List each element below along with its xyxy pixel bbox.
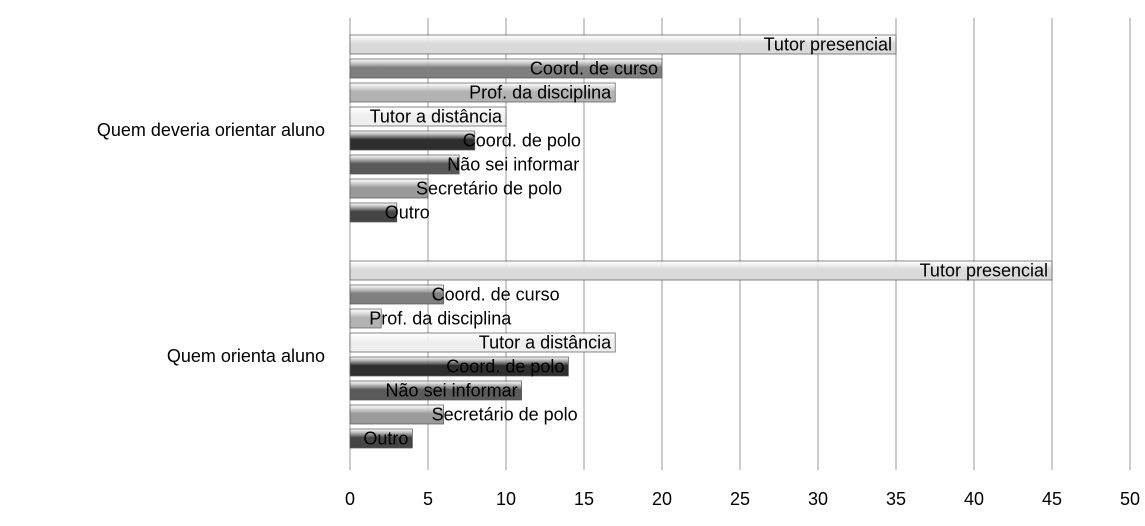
bar xyxy=(349,202,398,223)
bar xyxy=(349,178,429,199)
x-tick-label: 40 xyxy=(964,489,984,509)
x-tick-label: 0 xyxy=(345,489,355,509)
data-label: Secretário de polo xyxy=(416,178,562,198)
x-tick-label: 10 xyxy=(496,489,516,509)
bar xyxy=(349,34,897,55)
bar xyxy=(349,404,444,425)
x-tick-label: 25 xyxy=(730,489,750,509)
data-label: Secretário de polo xyxy=(432,404,578,424)
data-label: Prof. da disciplina xyxy=(369,308,512,328)
x-tick-label: 30 xyxy=(808,489,828,509)
category-label: Quem deveria orientar aluno xyxy=(97,120,325,140)
category-label: Quem orienta aluno xyxy=(167,346,325,366)
data-label: Coord. de curso xyxy=(530,58,658,78)
bar xyxy=(349,130,476,151)
bar xyxy=(349,308,382,329)
data-label: Prof. da disciplina xyxy=(469,82,612,102)
data-label: Coord. de polo xyxy=(463,130,581,150)
bar xyxy=(349,428,413,449)
data-label: Tutor a distância xyxy=(370,106,503,126)
data-label: Coord. de polo xyxy=(446,356,564,376)
bar xyxy=(349,356,569,377)
data-label: Não sei informar xyxy=(447,154,579,174)
x-tick-label: 20 xyxy=(652,489,672,509)
bar xyxy=(349,260,1053,281)
data-label: Não sei informar xyxy=(386,380,518,400)
bar xyxy=(349,380,522,401)
x-tick-label: 35 xyxy=(886,489,906,509)
bar xyxy=(349,332,616,353)
bar xyxy=(349,82,616,103)
bar xyxy=(349,284,444,305)
data-label: Tutor a distância xyxy=(479,332,612,352)
x-tick-label: 15 xyxy=(574,489,594,509)
x-tick-label: 5 xyxy=(423,489,433,509)
data-label: Tutor presencial xyxy=(920,260,1048,280)
data-label: Coord. de curso xyxy=(432,284,560,304)
bar xyxy=(349,58,663,79)
data-label: Outro xyxy=(385,202,430,222)
data-label: Tutor presencial xyxy=(764,34,892,54)
x-tick-label: 50 xyxy=(1120,489,1140,509)
bar xyxy=(349,106,507,127)
data-label: Outro xyxy=(363,428,408,448)
bar xyxy=(349,154,460,175)
x-tick-label: 45 xyxy=(1042,489,1062,509)
